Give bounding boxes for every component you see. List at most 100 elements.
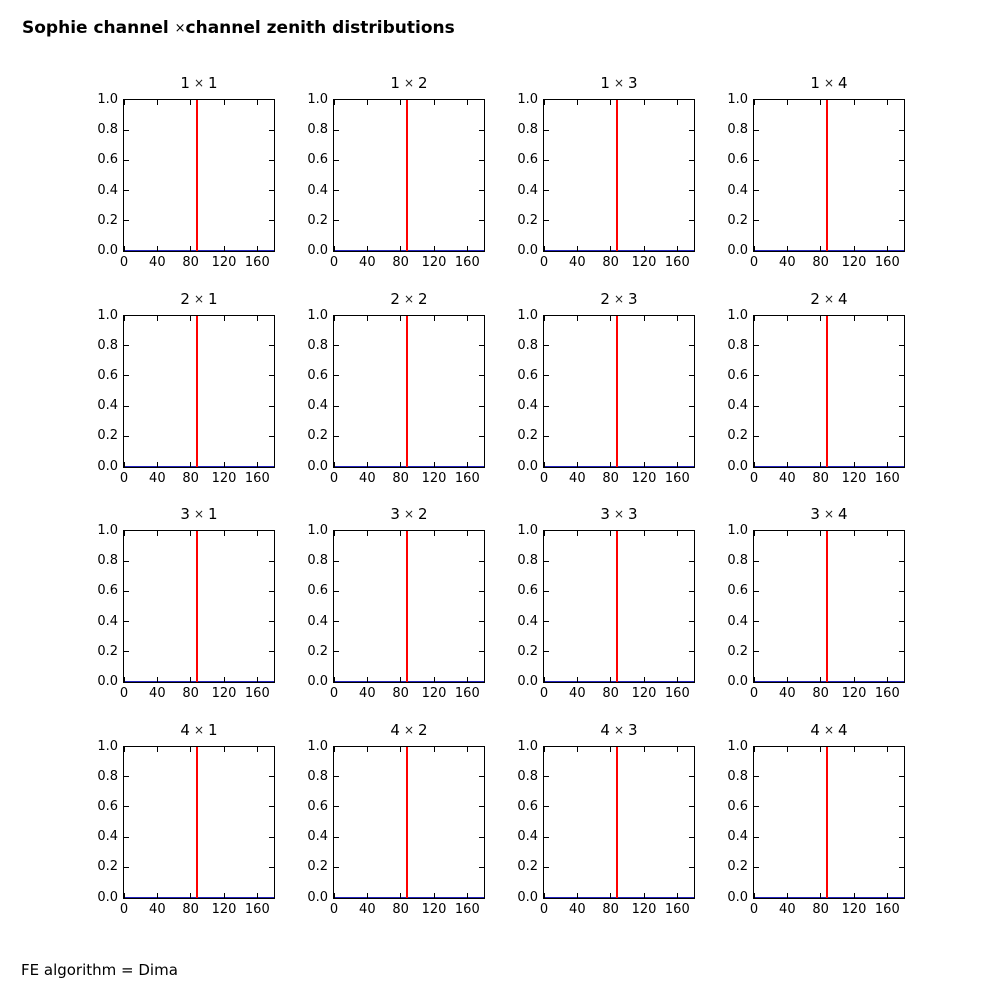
- y-tick-mark: [269, 806, 274, 808]
- y-tick-mark: [754, 776, 759, 778]
- subplot-title-row: 1: [600, 74, 610, 92]
- y-tick-label: 0.0: [517, 243, 538, 258]
- x-tick-label: 40: [779, 470, 796, 486]
- x-tick-mark: [886, 246, 888, 251]
- y-tick-mark: [269, 776, 274, 778]
- plot-frame: [333, 99, 485, 252]
- x-tick-mark: [853, 246, 855, 251]
- y-tick-mark: [269, 621, 274, 623]
- y-tick-label: 1.0: [97, 92, 118, 107]
- x-tick-mark: [786, 746, 788, 752]
- subplot: 4 × 1 0 40 80 120 160 0.0 0.2 0.4 0.6 0.8 1.0: [97, 721, 275, 917]
- red-vline-marker: [616, 100, 618, 251]
- red-vline-marker: [616, 746, 618, 898]
- red-vline-marker: [826, 315, 828, 467]
- y-tick-mark: [689, 435, 694, 437]
- x-tick-label: 40: [779, 686, 796, 701]
- x-tick-label: 80: [602, 901, 619, 917]
- y-tick-label: 0.8: [97, 553, 118, 569]
- y-tick-mark: [544, 220, 549, 222]
- x-tick-mark: [886, 315, 888, 321]
- y-tick-label: 1.0: [97, 738, 118, 754]
- x-tick-mark: [853, 677, 855, 682]
- y-tick-label: 0.2: [97, 212, 118, 228]
- y-tick-mark: [754, 621, 759, 623]
- x-tick-mark: [786, 315, 788, 321]
- x-tick-label: 40: [569, 255, 586, 270]
- x-tick-mark: [433, 892, 435, 898]
- x-tick-label: 40: [149, 901, 166, 917]
- x-tick-mark: [400, 246, 402, 251]
- subplot-title-col: 1: [208, 74, 218, 92]
- x-tick-mark: [643, 531, 645, 536]
- x-tick-mark: [853, 461, 855, 467]
- x-tick-mark: [466, 531, 468, 536]
- x-tick-mark: [433, 677, 435, 682]
- x-tick-label: 120: [421, 686, 447, 701]
- y-tick-mark: [124, 621, 129, 623]
- y-tick-mark: [544, 375, 549, 377]
- plot-frame: [753, 530, 905, 683]
- y-tick-mark: [689, 651, 694, 653]
- plot-frame: [753, 99, 905, 252]
- x-tick-mark: [576, 315, 578, 321]
- x-tick-mark: [754, 892, 755, 898]
- y-tick-label: 0.2: [517, 212, 538, 228]
- y-tick-label: 0.8: [727, 122, 748, 138]
- multiply-icon: ×: [193, 722, 205, 737]
- y-tick-mark: [899, 159, 904, 161]
- y-tick-label: 0.4: [727, 613, 748, 629]
- x-tick-mark: [223, 246, 225, 251]
- flat-distribution-line: [544, 250, 694, 251]
- flat-distribution-line: [544, 465, 694, 467]
- x-tick-mark: [754, 461, 755, 467]
- y-tick-label: 0.6: [97, 367, 118, 383]
- y-tick-label: 0.4: [307, 398, 328, 414]
- y-tick-label: 0.0: [307, 458, 328, 474]
- x-tick-mark: [576, 746, 578, 752]
- y-tick-mark: [479, 560, 484, 562]
- x-tick-mark: [334, 100, 335, 105]
- x-tick-label: 120: [211, 470, 237, 486]
- x-tick-mark: [643, 746, 645, 752]
- subplot-title-row: 3: [810, 505, 820, 523]
- red-vline-marker: [406, 746, 408, 898]
- y-tick-label: 0.0: [727, 674, 748, 689]
- x-tick-label: 0: [749, 255, 759, 270]
- y-tick-mark: [334, 129, 339, 131]
- x-tick-mark: [676, 315, 678, 321]
- x-tick-mark: [820, 315, 822, 321]
- y-tick-label: 0.6: [727, 152, 748, 168]
- y-tick-label: 1.0: [517, 307, 538, 323]
- x-tick-mark: [124, 315, 125, 321]
- subplot-title-col: 2: [418, 720, 428, 739]
- y-tick-label: 0.0: [307, 889, 328, 905]
- subplot-title: 4 × 4: [728, 721, 930, 739]
- x-tick-mark: [886, 892, 888, 898]
- plot-frame: [543, 530, 695, 683]
- y-tick-label: 0.8: [97, 337, 118, 353]
- x-tick-mark: [820, 246, 822, 251]
- x-tick-label: 80: [602, 470, 619, 486]
- y-tick-label: 0.0: [727, 458, 748, 474]
- y-tick-mark: [334, 405, 339, 407]
- y-tick-label: 1.0: [307, 738, 328, 754]
- y-tick-mark: [544, 159, 549, 161]
- y-tick-label: 0.6: [97, 798, 118, 814]
- subplot-title-col: 3: [628, 289, 638, 308]
- y-tick-mark: [269, 560, 274, 562]
- multiply-icon: ×: [823, 507, 835, 521]
- figure-title: Sophie channel ×channel zenith distribut…: [22, 18, 455, 38]
- y-tick-mark: [479, 806, 484, 808]
- y-tick-mark: [124, 590, 129, 592]
- x-tick-mark: [400, 531, 402, 536]
- y-tick-mark: [689, 621, 694, 623]
- x-tick-label: 0: [329, 470, 339, 486]
- multiply-icon: ×: [193, 76, 205, 90]
- x-tick-mark: [400, 315, 402, 321]
- subplot: 2 × 4 0 40 80 120 160 0.0 0.2 0.4 0.6 0.8 1.0: [727, 290, 905, 486]
- subplot-title: 2 × 1: [98, 290, 300, 308]
- plot-frame: [333, 314, 485, 468]
- subplot-title-col: 2: [418, 289, 428, 308]
- x-tick-label: 80: [602, 255, 619, 270]
